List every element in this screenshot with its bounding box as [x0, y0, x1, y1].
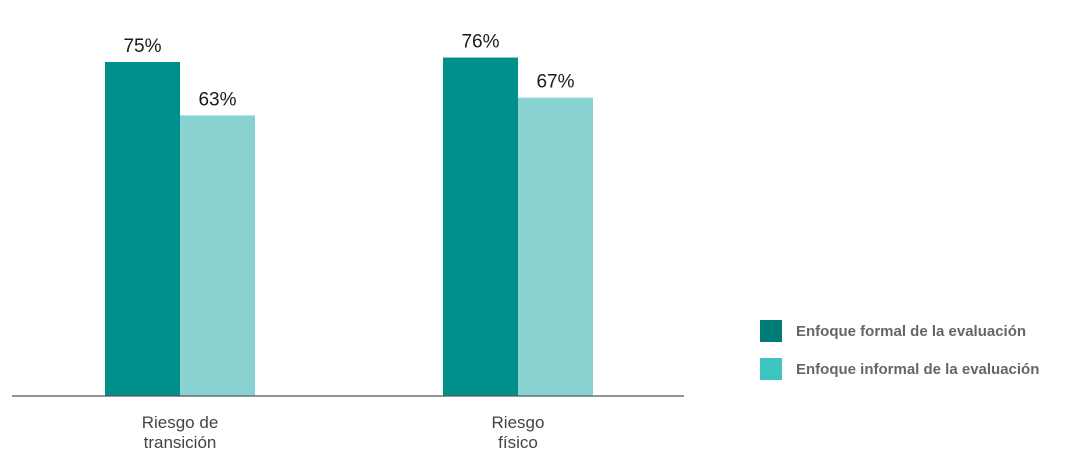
bar-riesgo-de-transicion-series-1	[105, 62, 180, 396]
category-label-riesgo-fisico: Riesgo físico	[492, 413, 545, 452]
bar-riesgo-de-transicion-series-2	[180, 115, 255, 396]
legend-item-formal: Enfoque formal de la evaluación	[760, 320, 1039, 342]
category-label-riesgo-de-transicion: Riesgo de transición	[142, 413, 219, 452]
legend-swatch-formal	[760, 320, 782, 342]
bar-riesgo-fisico-series-1	[443, 57, 518, 397]
bars-layer	[105, 57, 593, 397]
data-label-riesgo-de-transicion-series-1: 75%	[123, 36, 161, 57]
legend-swatch-informal	[760, 358, 782, 380]
bar-riesgo-fisico-series-2	[518, 97, 593, 396]
data-label-riesgo-de-transicion-series-2: 63%	[198, 89, 236, 110]
labels-layer: 75% 63% Riesgo de transición 76% 67% Riesgo fís…	[123, 32, 574, 452]
legend-label-informal: Enfoque informal de la evaluación	[796, 360, 1040, 378]
legend-item-informal: Enfoque informal de la evaluación	[760, 358, 1039, 380]
legend: Enfoque formal de la evaluación Enfoque …	[760, 320, 1039, 396]
legend-label-formal: Enfoque formal de la evaluación	[796, 322, 1027, 340]
data-label-riesgo-fisico-series-2: 67%	[536, 72, 574, 93]
data-label-riesgo-fisico-series-1: 76%	[461, 32, 499, 53]
